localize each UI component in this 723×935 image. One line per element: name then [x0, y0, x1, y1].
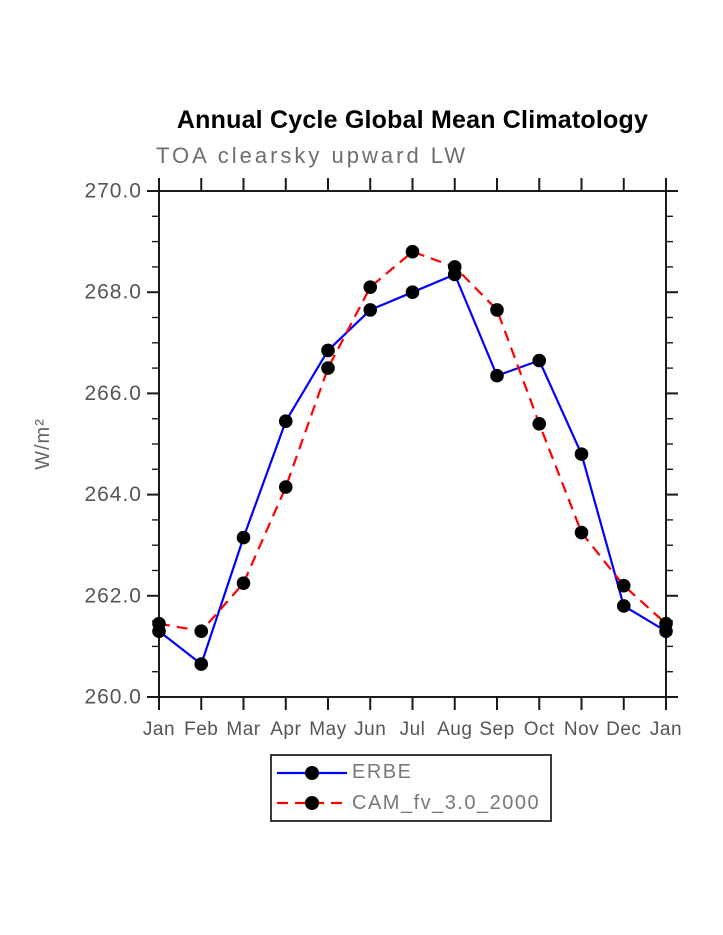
plot-frame — [158, 190, 667, 698]
axis-tick-labels: 260.0 262.0 264.0 266.0 268.0 270.0 Jan Feb Mar A… — [84, 180, 682, 741]
y-tick-label: 270.0 — [84, 180, 142, 203]
data-point-marker — [490, 303, 504, 317]
data-point-marker — [194, 624, 209, 639]
legend-box: ERBE CAM_fv_3.0_2000 — [270, 754, 552, 822]
series-line-ERBE — [158, 273, 667, 666]
erbe-marker-dot-icon — [305, 765, 319, 780]
x-tick-label: Feb — [184, 719, 218, 740]
series-lines — [158, 250, 667, 666]
data-point-marker — [405, 244, 420, 259]
x-tick-label: Jan — [143, 719, 175, 740]
data-point-marker — [194, 657, 209, 671]
chart-title: Annual Cycle Global Mean Climatology — [176, 106, 649, 134]
data-point-marker — [447, 260, 462, 274]
x-tick-label: May — [309, 719, 346, 740]
data-point-marker — [152, 616, 166, 631]
axis-ticks — [147, 178, 678, 710]
data-point-marker — [363, 280, 378, 294]
x-tick-label: Nov — [564, 719, 599, 740]
x-tick-label: Jun — [354, 719, 386, 740]
x-tick-label: Jul — [400, 719, 426, 740]
data-point-marker — [321, 361, 335, 375]
y-tick-label: 262.0 — [84, 584, 142, 607]
y-axis-label: W/m² — [32, 418, 54, 470]
x-tick-label: Sep — [479, 719, 514, 740]
data-point-marker — [616, 599, 631, 613]
plot-border — [158, 190, 667, 698]
data-point-marker — [574, 525, 589, 540]
data-point-marker — [236, 576, 251, 590]
x-tick-label: Mar — [226, 719, 260, 740]
data-point-marker — [532, 416, 547, 431]
y-tick-label: 260.0 — [84, 686, 142, 709]
data-point-marker — [574, 447, 589, 461]
data-point-marker — [236, 530, 251, 545]
legend-label-cam: CAM_fv_3.0_2000 — [352, 791, 541, 814]
data-point-marker — [659, 616, 673, 631]
data-point-marker — [405, 285, 420, 300]
data-point-marker — [278, 480, 293, 494]
data-point-marker — [616, 578, 631, 593]
cam-marker-dot-icon — [305, 796, 319, 811]
y-tick-label: 268.0 — [84, 281, 142, 304]
x-tick-label: Dec — [606, 719, 641, 740]
y-tick-label: 264.0 — [84, 483, 142, 506]
x-tick-label: Oct — [524, 719, 555, 740]
chart-subtitle: TOA clearsky upward LW — [156, 143, 469, 168]
data-point-markers — [152, 244, 673, 671]
legend-item-cam: CAM_fv_3.0_2000 — [275, 789, 550, 817]
data-point-marker — [490, 368, 504, 383]
data-point-marker — [278, 414, 293, 429]
x-tick-label: Apr — [270, 719, 301, 740]
erbe-line-sample-icon — [277, 765, 347, 780]
data-point-marker — [363, 303, 378, 317]
series-line-CAM_fv_3.0_2000 — [158, 250, 667, 633]
data-point-marker — [321, 343, 335, 358]
x-tick-label: Jan — [650, 719, 682, 740]
legend-item-erbe: ERBE — [275, 759, 550, 787]
cam-line-sample-icon — [277, 796, 347, 811]
data-point-marker — [532, 353, 547, 368]
x-tick-label: Aug — [437, 719, 472, 740]
legend-label-erbe: ERBE — [352, 761, 413, 784]
y-tick-label: 266.0 — [84, 382, 142, 405]
